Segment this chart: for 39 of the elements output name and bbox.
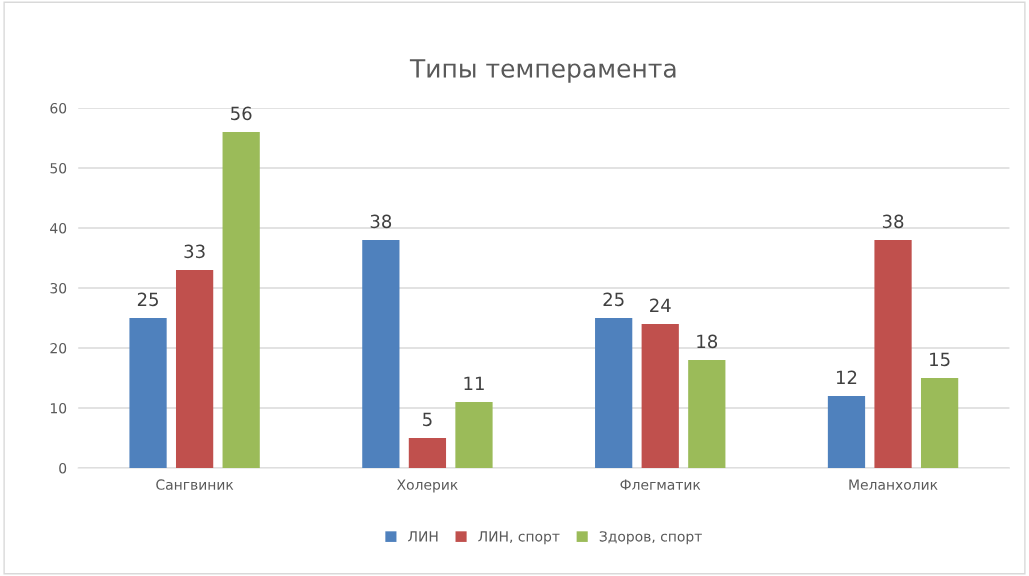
- bar: [874, 240, 912, 468]
- x-tick-label: Холерик: [397, 479, 458, 493]
- bar: [455, 402, 493, 468]
- legend-label: ЛИН: [408, 531, 438, 542]
- data-label: 11: [464, 376, 484, 390]
- data-label: 15: [930, 352, 950, 367]
- data-label: 24: [650, 298, 671, 312]
- bar: [920, 378, 959, 468]
- bar: [595, 318, 633, 468]
- data-label: 25: [137, 292, 158, 307]
- data-label: 5: [423, 412, 432, 427]
- x-tick-label: Сангвиник: [156, 479, 234, 490]
- bar: [129, 318, 167, 468]
- chart-title: Типы темперамента: [409, 59, 676, 83]
- y-tick-label: 10: [50, 402, 67, 414]
- data-label: 38: [882, 214, 904, 229]
- data-label: 56: [231, 106, 252, 121]
- y-tick-label: 50: [50, 162, 67, 174]
- y-tick-label: 60: [50, 102, 67, 114]
- legend-label: ЛИН, спорт: [478, 531, 560, 545]
- y-tick-label: 30: [50, 282, 67, 294]
- data-label: 38: [370, 214, 392, 229]
- legend-label: Здоров, спорт: [599, 531, 702, 545]
- y-tick-label: 20: [50, 342, 67, 354]
- bar: [827, 396, 866, 468]
- bar: [408, 438, 447, 468]
- data-label: 33: [184, 244, 205, 259]
- x-tick-label: Флегматик: [620, 479, 701, 490]
- x-tick-label: Меланхолик: [849, 479, 938, 490]
- bar: [175, 270, 214, 468]
- bar: [688, 360, 726, 468]
- data-label: 25: [603, 292, 624, 307]
- bar: [362, 240, 400, 468]
- y-tick-label: 0: [59, 462, 67, 474]
- bar: [641, 324, 679, 468]
- y-tick-label: 40: [50, 222, 67, 234]
- data-label: 18: [697, 334, 718, 349]
- data-label: 12: [836, 370, 857, 384]
- bar: [222, 132, 260, 468]
